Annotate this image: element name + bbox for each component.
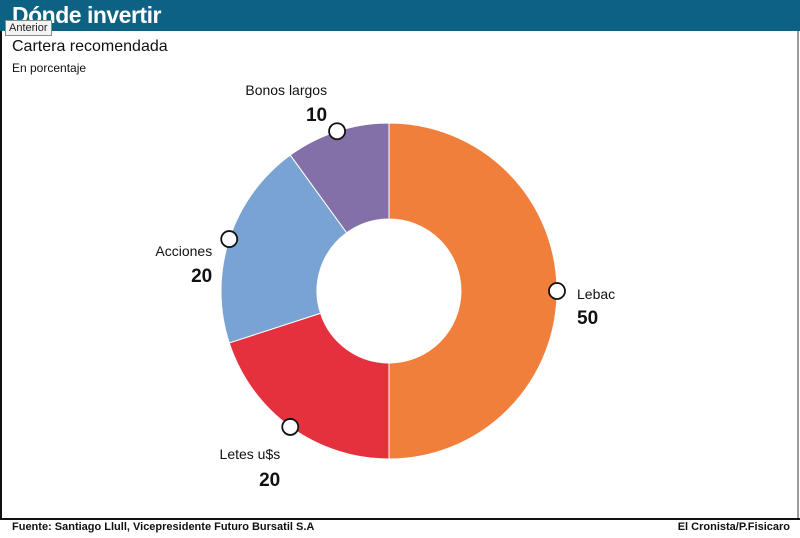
donut-chart: Lebac 50 Letes u$s 20 Acciones 20 Bonos largos…	[155, 82, 615, 491]
header-bar: Dónde invertir	[0, 0, 800, 31]
marker-lebac	[548, 282, 566, 300]
marker-bonos-largos	[328, 122, 346, 141]
footer-divider	[0, 518, 800, 520]
frame-left-border	[0, 31, 2, 519]
previous-button[interactable]: Anterior	[5, 20, 52, 36]
label-lebac: Lebac	[577, 286, 615, 302]
label-letes-u-s: Letes u$s	[220, 446, 281, 462]
marker-letes-u-s	[281, 418, 300, 436]
label-acciones: Acciones	[155, 243, 212, 259]
slice-bonos-largos	[289, 122, 390, 234]
label-bonos-largos: Bonos largos	[245, 82, 327, 98]
chart-subtitle: En porcentaje	[12, 61, 87, 75]
footer-source: Fuente: Santiago Llull, Vicepresidente F…	[12, 521, 315, 533]
marker-acciones	[220, 230, 239, 248]
slice-lebac	[388, 122, 558, 460]
frame-right-border	[797, 31, 799, 519]
value-letes-u-s: 20	[259, 470, 280, 491]
value-lebac: 50	[577, 308, 598, 329]
chart-title: Cartera recomendada	[12, 38, 168, 55]
value-bonos-largos: 10	[306, 105, 327, 126]
footer-credit: El Cronista/P.Fisicaro	[677, 521, 790, 533]
slice-acciones	[220, 154, 348, 344]
slice-letes-u-s	[228, 312, 390, 460]
value-acciones: 20	[191, 266, 212, 287]
